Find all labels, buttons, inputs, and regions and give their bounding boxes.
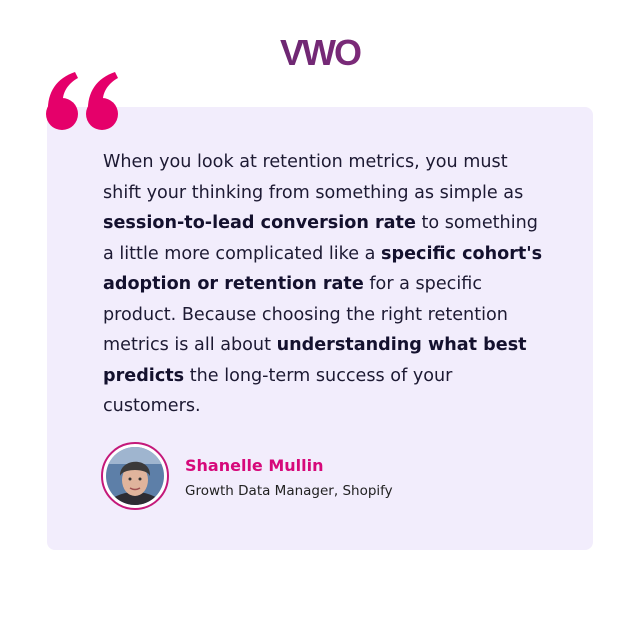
avatar bbox=[101, 442, 169, 510]
quote-segment: for a specific product. Because choosing… bbox=[103, 274, 508, 355]
quote-text: When you look at retention metrics, you … bbox=[103, 147, 543, 422]
author-name: Shanelle Mullin bbox=[185, 456, 324, 475]
quote-segment: to something a little more complicated l… bbox=[103, 213, 538, 264]
logo: VWO bbox=[0, 32, 640, 74]
quote-icon bbox=[46, 72, 118, 130]
quote-emphasis: session-to-lead conversion rate bbox=[103, 213, 416, 233]
quote-segment: When you look at retention metrics, you … bbox=[103, 152, 524, 203]
quote-segment: the long-term success of your customers. bbox=[103, 365, 453, 417]
quote-emphasis: understanding what best predicts bbox=[103, 335, 527, 386]
quote-emphasis: specific cohort's adoption or retention … bbox=[103, 243, 543, 295]
author-role: Growth Data Manager, Shopify bbox=[185, 483, 393, 499]
